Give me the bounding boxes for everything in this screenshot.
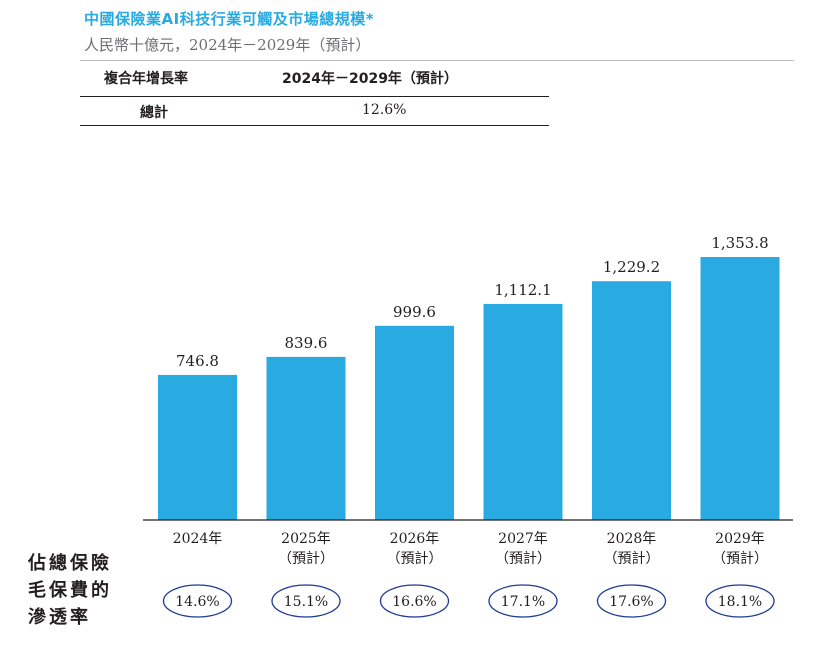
- penetration-rate-2: 16.6%: [392, 594, 436, 610]
- penetration-rate-3: 17.1%: [501, 594, 545, 610]
- cagr-header-period: 2024年－2029年（預計）: [282, 71, 458, 87]
- bar-4: [592, 281, 671, 520]
- penetration-rate-0: 14.6%: [175, 594, 219, 610]
- x-tick-label-4: 2028年: [607, 531, 657, 547]
- chart-title: 中國保險業AI科技行業可觸及市場總規模*: [84, 10, 375, 28]
- penetration-ellipse-0: [162, 584, 233, 618]
- penetration-ellipse-4: [596, 584, 667, 618]
- bar-value-label-3: 1,112.1: [494, 281, 551, 299]
- penetration-label-line-3: 滲透率: [28, 607, 91, 628]
- bar-2: [375, 325, 454, 520]
- penetration-ellipse-3: [488, 584, 558, 618]
- x-tick-label-3: 2027年: [498, 531, 548, 547]
- x-tick-label-5: 2029年: [715, 531, 765, 547]
- penetration-label-line-1: 佔總保險: [28, 553, 112, 574]
- x-tick-label-2: 2026年: [390, 531, 440, 547]
- x-tick-note-1: （預計）: [278, 551, 334, 567]
- penetration-rate-4: 17.6%: [609, 594, 653, 610]
- bar-value-label-5: 1,353.8: [711, 234, 768, 252]
- penetration-label-line-2: 毛保費的: [28, 580, 112, 601]
- bar-value-label-2: 999.6: [393, 303, 436, 321]
- cagr-bottom-divider: [80, 125, 549, 126]
- cagr-row-label: 總計: [140, 105, 168, 121]
- penetration-rate-label: 佔總保險 毛保費的 滲透率: [28, 550, 112, 631]
- cagr-row-value: 12.6%: [362, 102, 407, 118]
- bar-5: [700, 257, 780, 520]
- penetration-ellipse-1: [271, 584, 341, 618]
- x-tick-note-3: （預計）: [495, 551, 551, 567]
- top-divider: [80, 60, 794, 61]
- x-tick-label-0: 2024年: [173, 531, 223, 547]
- bar-1: [266, 356, 346, 520]
- x-tick-note-5: （預計）: [712, 551, 768, 567]
- x-tick-note-2: （預計）: [387, 551, 443, 567]
- penetration-ellipse-5: [705, 584, 775, 618]
- penetration-ellipse-2: [379, 584, 450, 618]
- cagr-header-divider: [80, 96, 549, 97]
- bar-value-label-0: 746.8: [176, 352, 219, 370]
- chart-subtitle: 人民幣十億元，2024年－2029年（預計）: [84, 36, 371, 54]
- penetration-rate-1: 15.1%: [284, 594, 328, 610]
- x-tick-label-1: 2025年: [281, 531, 331, 547]
- penetration-rate-5: 18.1%: [718, 594, 762, 610]
- bar-value-label-1: 839.6: [285, 334, 328, 352]
- bar-0: [158, 374, 237, 520]
- cagr-header-label: 複合年增長率: [104, 71, 188, 87]
- bar-3: [483, 303, 563, 520]
- x-tick-note-4: （預計）: [604, 551, 660, 567]
- bar-value-label-4: 1,229.2: [603, 258, 660, 276]
